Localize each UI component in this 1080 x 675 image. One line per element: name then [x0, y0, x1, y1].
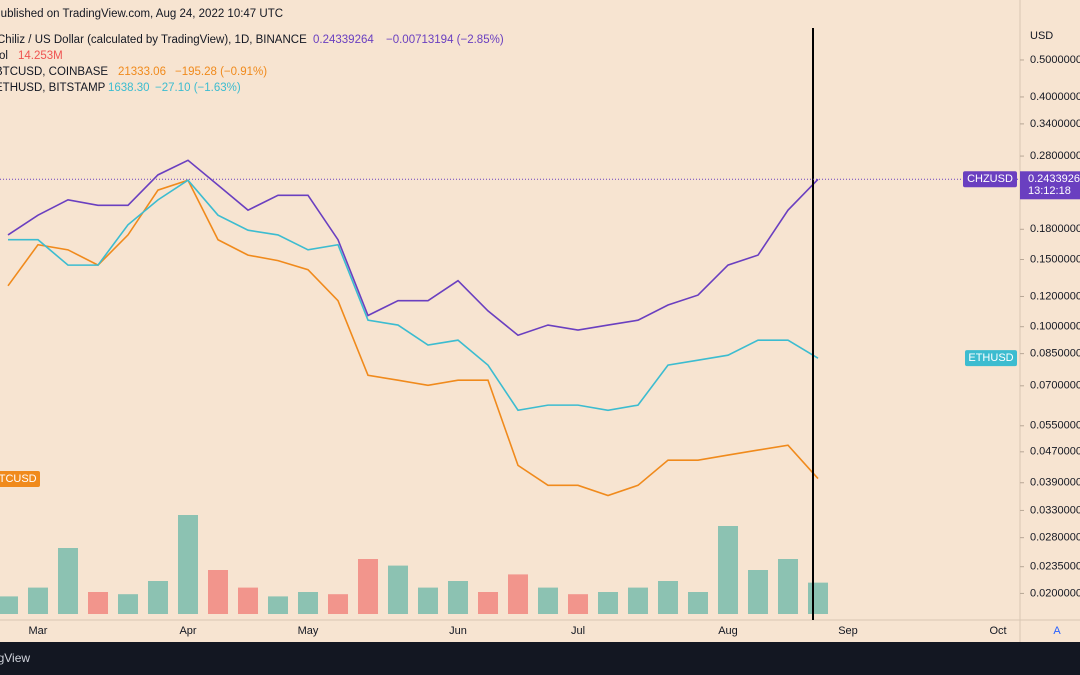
volume-bar — [448, 581, 468, 614]
series-label: ETHUSD — [968, 352, 1013, 364]
published: Published on TradingView.com, Aug 24, 20… — [0, 8, 283, 20]
x-tick-label: Jul — [571, 625, 585, 637]
x-tick-label: Sep — [838, 625, 858, 637]
y-tick-label: 0.5000000 — [1030, 54, 1080, 66]
x-tick-label: Jun — [449, 625, 467, 637]
volume-bar — [808, 582, 828, 614]
volume-bar — [748, 570, 768, 614]
y-tick-label: 0.0550000 — [1030, 420, 1080, 432]
series-label: BTCUSD — [0, 473, 37, 485]
price-line — [7, 159, 819, 337]
legend-value: 21333.06 — [118, 66, 166, 78]
volume-bar — [718, 526, 738, 614]
y-tick-label: 0.0850000 — [1030, 348, 1080, 360]
volume-bar — [28, 587, 48, 614]
y-tick-label: 0.3400000 — [1030, 118, 1080, 130]
x-tick-label: Mar — [29, 625, 48, 637]
volume-bar — [328, 594, 348, 614]
price-label-box — [1020, 171, 1080, 200]
volume-bar — [778, 559, 798, 614]
y-tick-label: 0.0390000 — [1030, 477, 1080, 489]
volume-bar — [118, 594, 138, 614]
volume-bar — [388, 565, 408, 614]
x-tick-label: May — [298, 625, 319, 637]
footer-text: TradingView — [0, 651, 30, 665]
volume-bar — [178, 515, 198, 614]
countdown: 13:12:18 — [1028, 185, 1071, 197]
legend-title: Vol — [0, 50, 8, 62]
y-tick-label: 0.0280000 — [1030, 532, 1080, 544]
volume-bar — [628, 587, 648, 614]
footer-bar — [0, 642, 1080, 675]
volume-bar — [148, 581, 168, 614]
legend-change: −195.28 (−0.91%) — [175, 66, 267, 78]
volume-bar — [238, 587, 258, 614]
volume-bar — [478, 592, 498, 614]
series-label-box — [965, 350, 1017, 367]
y-tick-label: 0.0235000 — [1030, 561, 1080, 573]
y-tick-label: 0.1500000 — [1030, 253, 1080, 265]
legend-value: 0.24339264 — [313, 34, 374, 46]
legend-title: ETHUSD, BITSTAMP — [0, 82, 106, 94]
volume-bar — [658, 581, 678, 614]
y-tick-label: 0.2800000 — [1030, 150, 1080, 162]
y-tick-label: 0.0330000 — [1030, 504, 1080, 516]
volume-bar — [268, 596, 288, 614]
volume-bar — [358, 559, 378, 614]
volume-bar — [418, 587, 438, 614]
series-label: CHZUSD — [967, 173, 1013, 185]
volume-bar — [208, 570, 228, 614]
legend-change: −27.10 (−1.63%) — [155, 82, 241, 94]
volume-bar — [88, 592, 108, 614]
y-tick-label: 0.4000000 — [1030, 91, 1080, 103]
x-tick-label: Apr — [179, 625, 196, 637]
legend-title: BTCUSD, COINBASE — [0, 66, 108, 78]
volume-bar — [598, 592, 618, 614]
y-unit: USD — [1030, 30, 1053, 42]
series-label-box — [0, 471, 40, 487]
background — [0, 0, 1080, 642]
volume-bar — [0, 596, 18, 614]
series-label-box — [963, 171, 1017, 188]
y-tick-label: 0.1200000 — [1030, 290, 1080, 302]
x-tick-label: Oct — [989, 625, 1006, 637]
price-label: 0.2433926 — [1028, 173, 1080, 185]
legend-value: 14.253M — [18, 50, 63, 62]
volume-bar — [58, 548, 78, 614]
autoscale-button[interactable]: A — [1053, 625, 1061, 637]
volume-bar — [568, 594, 588, 614]
legend-change: −0.00713194 (−2.85%) — [386, 34, 504, 46]
volume-bar — [688, 592, 708, 614]
volume-bar — [298, 592, 318, 614]
volume-bar — [508, 574, 528, 614]
volume-bar — [538, 587, 558, 614]
y-tick-label: 0.0700000 — [1030, 380, 1080, 392]
price-line — [8, 179, 819, 412]
y-tick-label: 0.0470000 — [1030, 446, 1080, 458]
y-tick-label: 0.0200000 — [1030, 587, 1080, 599]
x-tick-label: Aug — [718, 625, 738, 637]
legend-value: 1638.30 — [108, 82, 150, 94]
legend-title: Chiliz / US Dollar (calculated by Tradin… — [0, 34, 307, 46]
y-tick-label: 0.1000000 — [1030, 321, 1080, 333]
y-tick-label: 0.1800000 — [1030, 223, 1080, 235]
legend: Chiliz / US Dollar (calculated by Tradin… — [0, 34, 504, 94]
